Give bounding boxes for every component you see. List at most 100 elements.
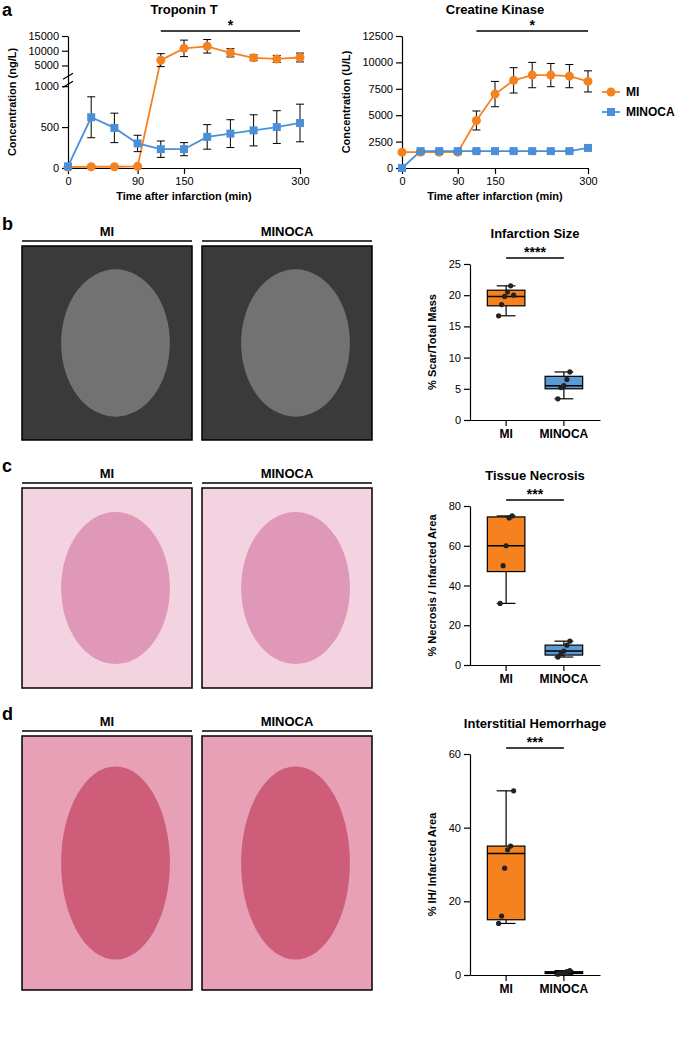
data-point <box>508 843 513 848</box>
xticks-tick-label: 300 <box>291 175 309 187</box>
box-body <box>487 290 525 306</box>
yticks-tick-mark <box>464 295 470 296</box>
yticks-axis-line <box>68 37 69 169</box>
series-line <box>68 117 300 166</box>
xticks-tick-mark <box>588 168 589 174</box>
yticks-axis-line <box>470 755 471 976</box>
data-point <box>64 163 73 172</box>
image-title-rule <box>202 482 372 484</box>
yticks-tick-label: 10000 <box>28 45 59 57</box>
line-chart: 09015030002500500075001000012500Creatine… <box>340 2 598 202</box>
categories-axis-line <box>471 665 601 666</box>
error-bar-cap <box>510 93 518 94</box>
image-frame <box>202 488 372 688</box>
categories-axis-line <box>471 975 601 976</box>
data-point <box>226 48 235 57</box>
error-bar-cap <box>491 81 499 82</box>
box-body <box>487 846 525 920</box>
yticks-tick-label: 5 <box>455 383 461 395</box>
error-bar <box>472 111 480 130</box>
yticks-tick-mark <box>396 62 402 63</box>
yticks-tick-mark <box>464 901 470 902</box>
yticks-tick-label: 20 <box>449 619 461 631</box>
error-bar-cap <box>226 119 234 120</box>
xticks-tick-label: 150 <box>486 175 504 187</box>
yticks-tick-label: 500 <box>41 121 59 133</box>
error-bar <box>273 55 281 62</box>
yticks-tick-label: 7500 <box>369 83 393 95</box>
categories-tick: MI <box>499 975 512 996</box>
data-point <box>87 113 95 121</box>
error-bar-cap <box>273 110 281 111</box>
data-point <box>435 148 444 157</box>
error-bar <box>87 97 95 138</box>
categories-tick: MINOCA <box>540 665 589 686</box>
yticks-axis: 020406080 <box>449 500 471 671</box>
yticks-tick-label: 25 <box>449 258 461 270</box>
xticks-axis: 0 90 150 300 <box>399 168 597 187</box>
xticks-tick: 90 <box>452 168 464 187</box>
data-point <box>502 294 507 299</box>
data-point <box>499 913 504 918</box>
image-title: MI <box>100 224 114 239</box>
yticks-tick-label: 40 <box>449 822 461 834</box>
yticks-tick-mark <box>464 420 470 421</box>
y-axis-title: % IH/ Infarcted Area <box>426 812 438 916</box>
yticks-tick-label: 2500 <box>369 136 393 148</box>
image-title: MI <box>100 714 114 729</box>
yticks-tick-mark <box>396 115 402 116</box>
yticks-tick: 2500 <box>369 136 402 148</box>
plot-marks <box>398 62 593 172</box>
box-median <box>487 853 525 855</box>
xticks-tick: 300 <box>579 168 597 187</box>
significance-label: * <box>228 17 234 33</box>
yticks-tick-label: 12500 <box>362 30 393 42</box>
error-bar <box>296 104 304 142</box>
yticks-tick-mark <box>464 326 470 327</box>
yticks-tick-mark <box>464 828 470 829</box>
data-point <box>547 147 555 155</box>
yticks-tick-mark <box>396 36 402 37</box>
legend-marker <box>607 108 615 116</box>
categories-tick-mark <box>563 665 564 671</box>
yticks-tick: 5 <box>455 383 470 395</box>
error-bar-cap <box>584 91 592 92</box>
xticks-tick-label: 0 <box>399 175 405 187</box>
data-point <box>504 543 509 548</box>
image-content <box>61 269 170 416</box>
box-chart: MIMINOCA0204060Interstitial Hemorrhage% … <box>426 716 606 996</box>
yticks-tick-mark <box>464 754 470 755</box>
error-bar-cap <box>110 113 118 114</box>
yticks-axis: 0510152025 <box>449 258 471 426</box>
yticks-tick: 20 <box>449 619 470 631</box>
yticks-tick-label: 60 <box>449 748 461 760</box>
box-body <box>545 376 583 388</box>
categories-tick: MINOCA <box>540 975 589 996</box>
data-point <box>472 147 480 155</box>
error-bar-cap <box>547 86 555 87</box>
chart-title: Tissue Necrosis <box>485 468 584 483</box>
data-point <box>528 71 537 80</box>
panel-letter: c <box>2 456 12 476</box>
xticks-tick-mark <box>458 168 459 174</box>
image-title: MINOCA <box>261 466 314 481</box>
data-point <box>398 148 407 157</box>
image-title: MINOCA <box>261 224 314 239</box>
error-bar <box>157 54 165 67</box>
data-point <box>496 921 501 926</box>
xticks-tick-label: 150 <box>175 175 193 187</box>
yticks-tick-label: 20 <box>449 895 461 907</box>
error-bar <box>250 115 258 146</box>
categories-tick-label: MINOCA <box>540 427 589 441</box>
panel-letter: a <box>2 0 13 20</box>
data-point <box>510 513 515 518</box>
error-bar-cap <box>273 143 281 144</box>
yticks-tick-mark <box>464 264 470 265</box>
chart-title: Troponin T <box>150 2 217 17</box>
yticks-tick: 60 <box>449 748 470 760</box>
data-point <box>502 866 507 871</box>
panel-letter: d <box>2 704 13 724</box>
data-point <box>272 54 281 63</box>
yticks-tick-label: 0 <box>455 414 461 426</box>
yticks-tick-label: 60 <box>449 540 461 552</box>
